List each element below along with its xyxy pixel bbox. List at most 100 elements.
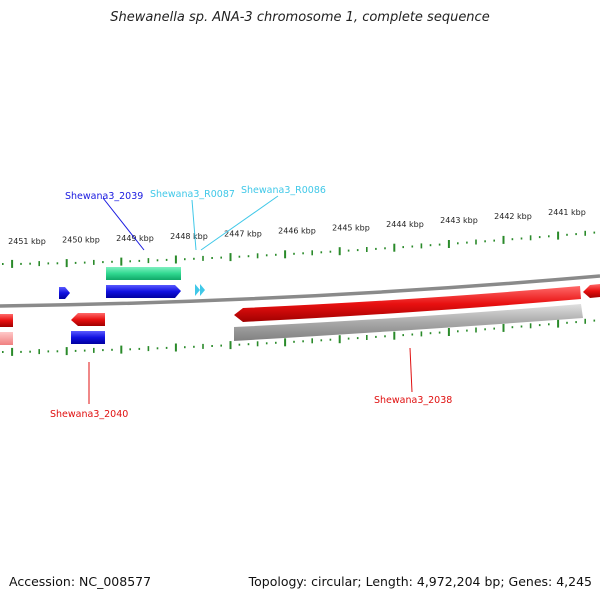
scale-tick: [466, 241, 468, 244]
rna-feature-R0086[interactable]: [200, 284, 205, 296]
scale-tick: [147, 346, 150, 352]
scale-tick: [284, 250, 287, 259]
scale-tick: [475, 327, 477, 333]
scale-tick: [202, 343, 204, 349]
scale-tick: [65, 347, 68, 356]
scale-tick: [402, 246, 404, 249]
scale-tick: [11, 347, 14, 356]
scale-tick: [484, 328, 486, 331]
gene-feature-2039[interactable]: [106, 285, 181, 298]
scale-tick: [493, 239, 495, 242]
scale-label: 2441 kbp: [548, 208, 586, 217]
callout-line-R0086: [200, 195, 279, 251]
scale-tick: [347, 337, 350, 340]
scale-tick: [457, 330, 459, 333]
scale-tick: [102, 349, 104, 352]
scale-tick: [575, 321, 577, 324]
scale-tick: [211, 345, 213, 347]
scale-tick: [102, 261, 104, 264]
scale-tick: [93, 259, 95, 265]
gene-label-2040[interactable]: Shewana3_2040: [50, 409, 128, 420]
scale-tick: [193, 257, 195, 260]
scale-tick: [275, 253, 277, 256]
scale-ticks-reverse: [2, 318, 596, 356]
scale-tick: [174, 343, 177, 352]
scale-tick: [375, 247, 377, 250]
scale-tick: [548, 323, 550, 326]
scale-tick: [120, 257, 123, 266]
scale-tick: [566, 321, 568, 324]
scale-tick: [502, 235, 505, 244]
scale-tick: [520, 325, 523, 328]
scale-tick: [557, 231, 560, 240]
scale-label: 2447 kbp: [224, 230, 262, 239]
scale-tick: [520, 237, 523, 240]
scale-tick: [538, 324, 541, 327]
scale-tick: [475, 239, 477, 245]
scale-tick: [47, 262, 50, 265]
scale-tick: [293, 252, 295, 255]
cds-feature-left-edge[interactable]: [0, 332, 13, 345]
scale-tick: [238, 343, 241, 346]
cds-feature-2040[interactable]: [71, 331, 105, 344]
scale-tick: [566, 233, 568, 236]
gene-label-R0086[interactable]: Shewana3_R0086: [241, 185, 326, 196]
scale-tick: [238, 255, 241, 258]
scale-tick: [447, 240, 450, 248]
accession-text: Accession: NC_008577: [9, 574, 152, 589]
chromosome-backbone: [0, 274, 600, 308]
callout-line-2039: [102, 197, 145, 251]
scale-tick: [575, 233, 577, 236]
scale-ticks-forward: [2, 230, 596, 268]
gene-label-R0087[interactable]: Shewana3_R0087: [150, 189, 235, 200]
scale-tick: [229, 341, 232, 350]
cds-feature-2039[interactable]: [106, 267, 181, 280]
gene-label-2038[interactable]: Shewana3_2038: [374, 395, 452, 406]
gene-feature-2038[interactable]: [234, 286, 581, 322]
scale-tick: [329, 338, 332, 341]
scale-tick: [302, 252, 304, 255]
scale-tick: [265, 342, 268, 345]
scale-tick: [548, 235, 550, 238]
scale-tick: [184, 258, 186, 261]
scale-tick: [320, 251, 323, 254]
scale-tick: [20, 262, 22, 265]
scale-tick: [438, 243, 441, 246]
scale-tick: [584, 318, 586, 324]
scale-tick: [284, 338, 287, 347]
scale-tick: [338, 247, 341, 256]
scale-tick: [2, 263, 4, 265]
scale-tick: [302, 340, 304, 343]
scale-tick: [329, 250, 332, 253]
scale-label: 2446 kbp: [278, 227, 316, 236]
scale-tick: [402, 334, 404, 337]
cds-feature-2038[interactable]: [234, 304, 583, 341]
scale-tick: [56, 350, 59, 353]
scale-tick: [156, 259, 159, 262]
scale-tick: [593, 231, 596, 234]
scale-labels: 2451 kbp 2450 kbp 2449 kbp 2448 kbp 2447 kbp…: [8, 208, 586, 246]
scale-tick: [129, 260, 131, 263]
scale-tick: [47, 350, 50, 353]
scale-tick: [11, 259, 14, 268]
scale-tick: [138, 347, 141, 350]
scale-tick: [56, 262, 59, 265]
scale-tick: [311, 250, 313, 256]
scale-tick: [2, 351, 4, 353]
gene-label-2039[interactable]: Shewana3_2039: [65, 191, 143, 202]
scale-tick: [247, 255, 250, 258]
scale-tick: [256, 253, 259, 259]
scale-tick: [165, 258, 168, 261]
scale-tick: [457, 242, 459, 245]
scale-tick: [484, 240, 486, 243]
scale-tick: [393, 331, 396, 340]
rna-feature-R0087[interactable]: [195, 284, 200, 296]
gene-feature-small-forward[interactable]: [59, 287, 70, 299]
gene-feature-left-edge[interactable]: [0, 314, 13, 327]
gene-feature-right-edge[interactable]: [583, 284, 600, 298]
topology-text: Topology: circular; Length: 4,972,204 bp…: [248, 574, 592, 589]
scale-tick: [202, 255, 204, 261]
gene-feature-2040[interactable]: [71, 313, 105, 326]
scale-tick: [93, 347, 95, 353]
scale-tick: [529, 235, 532, 241]
